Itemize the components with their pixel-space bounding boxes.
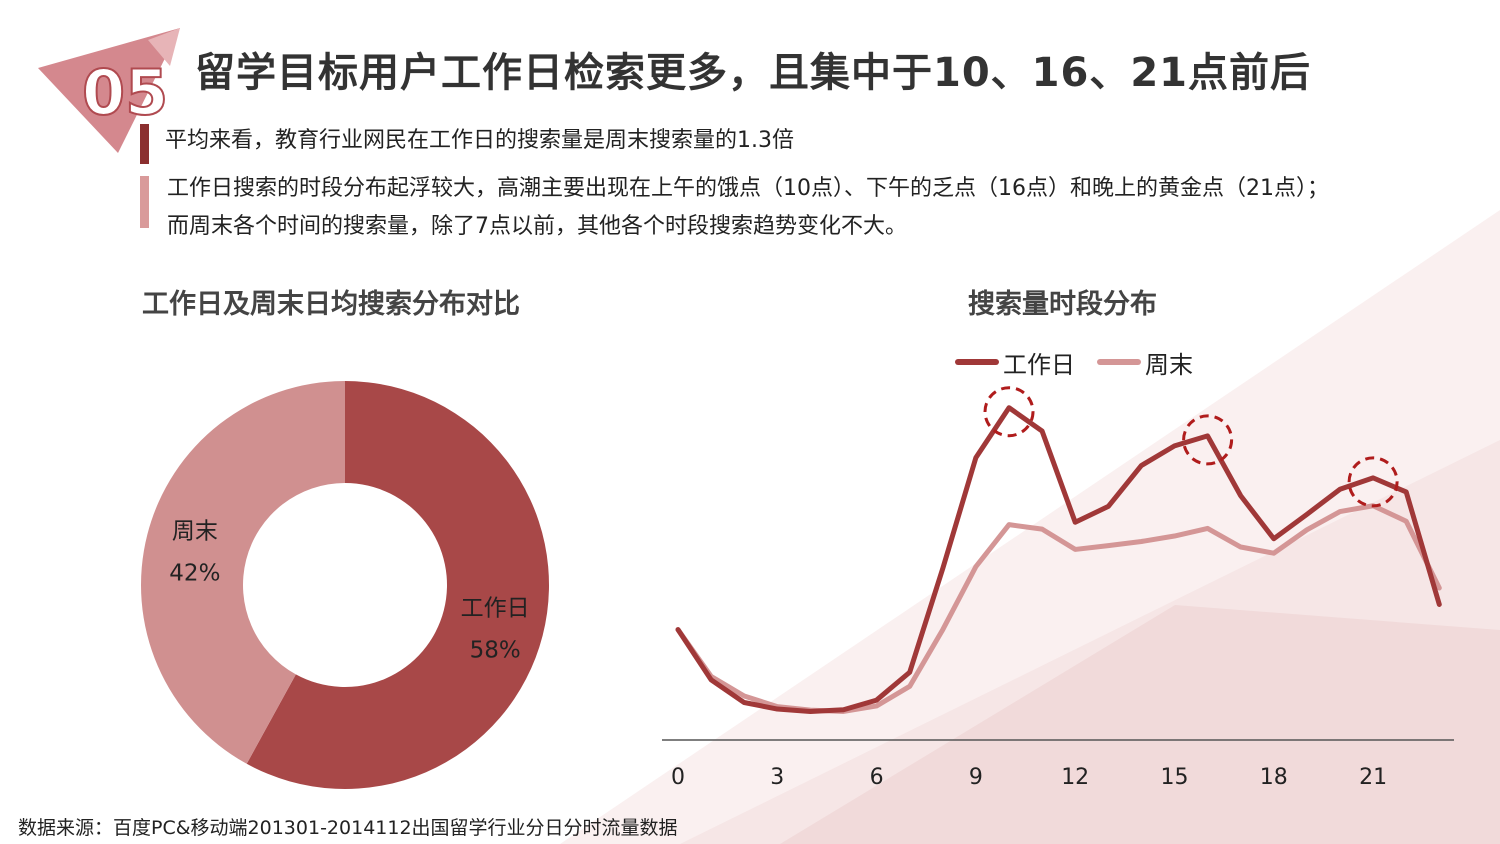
- donut-chart: 工作日 58% 周末 42%: [140, 381, 549, 789]
- x-tick-label: 9: [969, 765, 983, 790]
- data-source-note: 数据来源：百度PC&移动端201301-2014112出国留学行业分日分时流量数…: [18, 817, 678, 839]
- bullet-text-line1: 工作日搜索的时段分布起浮较大，高潮主要出现在上午的饿点（10点）、下午的乏点（1…: [167, 176, 1329, 201]
- badge-triangle: [38, 28, 180, 153]
- x-tick-label: 21: [1359, 765, 1387, 790]
- bullet-point-2: 工作日搜索的时段分布起浮较大，高潮主要出现在上午的饿点（10点）、下午的乏点（1…: [140, 170, 1329, 246]
- donut-slice-1: [140, 381, 345, 764]
- donut-slice-percent: 42%: [169, 560, 220, 586]
- bullet-marker: [140, 124, 149, 164]
- donut-slice-percent: 58%: [470, 638, 521, 664]
- peak-highlight-circle: [1347, 456, 1399, 508]
- badge-number: 05: [82, 56, 168, 129]
- series-line-workday: [675, 405, 1442, 714]
- bullet-marker: [140, 176, 149, 228]
- donut-slice-0: [246, 381, 549, 789]
- legend-label-workday: 工作日: [1003, 350, 1075, 379]
- donut-labels: 工作日 58% 周末 42%: [169, 518, 529, 663]
- x-tick-label: 12: [1061, 765, 1089, 790]
- legend-label-weekend: 周末: [1145, 350, 1193, 379]
- x-tick-label: 15: [1161, 765, 1189, 790]
- bullet-text: 平均来看，教育行业网民在工作日的搜索量是周末搜索量的1.3倍: [165, 128, 794, 153]
- legend-item-weekend: 周末: [1097, 344, 1193, 380]
- section-badge: 05: [38, 28, 180, 153]
- x-tick-label: 3: [770, 765, 784, 790]
- series-line-weekend: [675, 503, 1442, 714]
- legend-swatch-workday: [955, 359, 999, 365]
- x-tick-label: 6: [870, 765, 884, 790]
- line-chart-title: 搜索量时段分布: [968, 289, 1157, 320]
- line-chart: 0 3 6 9 12 15 18 21: [662, 386, 1454, 790]
- bullet-point-1: 平均来看，教育行业网民在工作日的搜索量是周末搜索量的1.3倍: [140, 122, 794, 164]
- x-tick-label: 18: [1260, 765, 1288, 790]
- page-title: 留学目标用户工作日检索更多，且集中于10、16、21点前后: [195, 50, 1311, 96]
- donut-slice-label: 周末: [172, 518, 218, 544]
- legend-swatch-weekend: [1097, 359, 1141, 365]
- legend-item-workday: 工作日: [955, 344, 1075, 380]
- series-lines: [675, 405, 1442, 714]
- x-tick-label: 0: [671, 765, 685, 790]
- donut-chart-title: 工作日及周末日均搜索分布对比: [142, 289, 520, 320]
- donut-slices: [140, 381, 549, 789]
- bullet-text-line2: 而周末各个时间的搜索量，除了7点以前，其他各个时段搜索趋势变化不大。: [167, 214, 907, 239]
- x-tick-labels: 0 3 6 9 12 15 18 21: [671, 765, 1387, 790]
- donut-slice-label: 工作日: [461, 596, 530, 622]
